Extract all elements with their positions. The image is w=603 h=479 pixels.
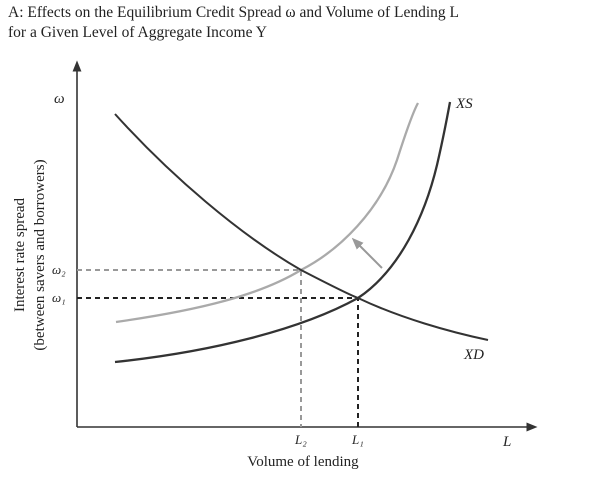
demand-curve-label: XD [463, 347, 484, 363]
y-axis-label-line2: (between savers and borrowers) [32, 159, 48, 350]
L2-tick-label: L₂ [294, 432, 307, 447]
omega2-L2-dashed-guide [77, 269, 302, 427]
title-line2-text: for a Given Level of Aggregate Income Y [8, 24, 267, 41]
supply-curve-label: XS [455, 96, 473, 112]
panel-title: A: Effects on the Equilibrium Credit Spr… [8, 3, 598, 43]
demand-curve-xd [114, 113, 489, 341]
x-axis-symbol: L [502, 434, 511, 450]
omega1-tick-label: ω₁ [52, 290, 66, 305]
supply-shift-arrow [351, 237, 383, 269]
y-axis-label-line1: Interest rate spread [12, 197, 28, 312]
L1-tick-label: L₁ [351, 432, 364, 447]
shifted-supply-curve [115, 102, 420, 324]
panel-title-line2: for a Given Level of Aggregate Income Y [8, 23, 598, 43]
supply-curve-xs [114, 101, 452, 364]
y-axis-symbol: ω [54, 91, 65, 107]
omega2-tick-label: ω₂ [52, 262, 66, 277]
panel-title-line1: A: Effects on the Equilibrium Credit Spr… [8, 3, 598, 23]
title-line1-text: A: Effects on the Equilibrium Credit Spr… [8, 4, 460, 21]
x-axis-label: Volume of lending [247, 454, 359, 470]
